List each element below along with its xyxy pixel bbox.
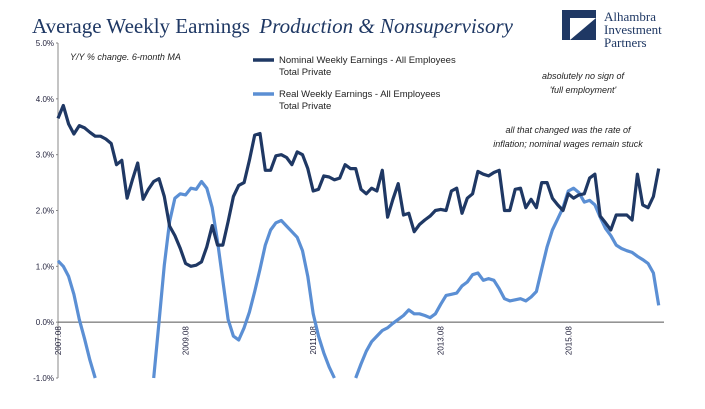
plot-area: -1.0%0.0%1.0%2.0%3.0%4.0%5.0% 2007.08 200… xyxy=(33,39,664,383)
brand-line-3: Partners xyxy=(604,35,647,50)
legend-label-real-1: Real Weekly Earnings - All Employees xyxy=(279,89,441,100)
y-tick-label: 1.0% xyxy=(36,262,54,271)
title-main: Average Weekly Earnings xyxy=(32,14,250,38)
brand-line-1: Alhambra xyxy=(604,9,656,24)
x-tick-label: 2013.08 xyxy=(437,326,446,355)
brand-line-2: Investment xyxy=(604,22,662,37)
y-axis: -1.0% 0.0% 1.0% 2.0% 3.0% 4.0% 5.0% xyxy=(33,39,58,383)
y-tick-label: 5.0% xyxy=(36,39,54,48)
annotation-1-line-2: 'full employment' xyxy=(550,85,617,95)
series-line-real xyxy=(56,179,661,379)
x-tick-label: 2015.08 xyxy=(564,326,573,355)
y-tick-label: 4.0% xyxy=(36,95,54,104)
chart-title: Average Weekly Earnings Production & Non… xyxy=(32,14,514,38)
y-tick-label: 0.0% xyxy=(36,318,54,327)
y-tick-label: -1.0% xyxy=(33,374,54,383)
annotation-2-line-2: inflation; nominal wages remain stuck xyxy=(493,139,643,149)
brand-logo: Alhambra Investment Partners xyxy=(562,9,662,50)
legend-label-real-2: Total Private xyxy=(279,101,331,112)
x-tick-label: 2007.08 xyxy=(54,326,63,355)
legend: Nominal Weekly Earnings - All Employees … xyxy=(253,55,456,112)
title-italic: Production & Nonsupervisory xyxy=(258,14,513,38)
y-tick-label: 2.0% xyxy=(36,207,54,216)
legend-label-nominal-1: Nominal Weekly Earnings - All Employees xyxy=(279,55,456,66)
series-line-nominal xyxy=(56,103,661,268)
x-tick-label: 2011.08 xyxy=(309,326,318,355)
annotation-1-line-1: absolutely no sign of xyxy=(542,71,626,81)
legend-label-nominal-2: Total Private xyxy=(279,67,331,78)
chart-subtitle: Y/Y % change. 6-month MA xyxy=(70,52,181,62)
annotation-2-line-1: all that changed was the rate of xyxy=(505,125,632,135)
x-axis: 2007.08 2009.08 2011.08 2013.08 2015.08 xyxy=(54,326,573,355)
y-tick-label: 3.0% xyxy=(36,151,54,160)
x-tick-label: 2009.08 xyxy=(182,326,191,355)
